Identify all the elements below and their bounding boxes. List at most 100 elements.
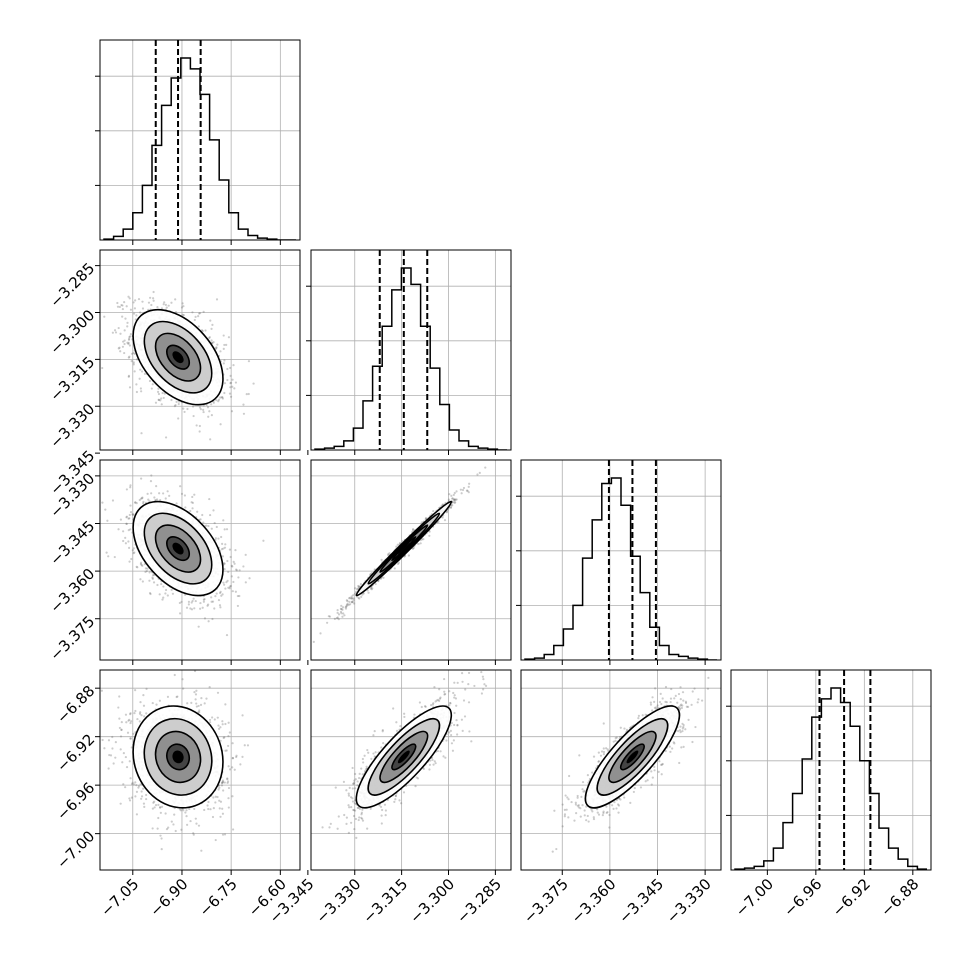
sample-point xyxy=(191,501,194,504)
sample-point xyxy=(138,311,142,314)
sample-point xyxy=(219,815,222,818)
sample-point xyxy=(173,673,176,677)
sample-point xyxy=(136,566,139,569)
sample-point xyxy=(141,580,144,583)
sample-point xyxy=(221,833,225,836)
sample-point xyxy=(126,321,129,324)
sample-point xyxy=(131,513,134,516)
sample-point xyxy=(180,492,184,496)
sample-point xyxy=(175,502,178,505)
y-tick-label: −3.360 xyxy=(46,565,98,617)
sample-point xyxy=(145,793,148,797)
sample-point xyxy=(170,301,173,304)
sample-point xyxy=(371,587,374,590)
sample-point xyxy=(380,558,383,561)
sample-point xyxy=(193,607,196,610)
sample-point xyxy=(144,570,147,573)
sample-point xyxy=(126,341,129,344)
sample-point xyxy=(215,346,218,349)
sample-point xyxy=(242,403,245,406)
sample-point xyxy=(119,802,122,805)
sample-point xyxy=(168,494,171,497)
sample-point xyxy=(226,781,229,785)
sample-point xyxy=(122,340,125,343)
sample-point xyxy=(134,501,137,504)
sample-point xyxy=(346,600,349,603)
sample-point xyxy=(106,519,109,522)
sample-point xyxy=(122,539,125,543)
sample-point xyxy=(244,581,247,584)
grid xyxy=(311,460,511,660)
sample-point xyxy=(143,372,147,375)
sample-point xyxy=(180,306,184,309)
sample-point xyxy=(356,587,359,590)
sample-point xyxy=(215,298,219,301)
sample-point xyxy=(128,517,131,520)
sample-point xyxy=(207,415,210,418)
sample-point xyxy=(151,807,154,810)
sample-point xyxy=(191,405,195,408)
sample-point xyxy=(210,600,213,603)
sample-point xyxy=(387,553,390,556)
sample-point xyxy=(127,356,130,359)
sample-point xyxy=(134,299,137,302)
sample-point xyxy=(229,381,233,384)
sample-point xyxy=(121,304,124,307)
sample-point xyxy=(182,809,185,812)
sample-point xyxy=(162,396,165,400)
sample-point xyxy=(231,565,234,568)
sample-point xyxy=(194,693,198,696)
sample-point xyxy=(445,511,448,514)
sample-point xyxy=(167,304,170,307)
sample-point xyxy=(125,522,128,525)
sample-point xyxy=(139,701,142,704)
contour-line xyxy=(154,524,202,573)
sample-point xyxy=(214,795,217,798)
sample-point xyxy=(206,604,209,607)
sample-point xyxy=(203,617,207,620)
sample-point xyxy=(227,336,231,339)
sample-point xyxy=(221,779,225,782)
sample-point xyxy=(116,305,120,308)
sample-point xyxy=(135,502,138,505)
sample-point xyxy=(181,302,184,305)
sample-point xyxy=(187,603,190,606)
sample-point xyxy=(216,795,219,799)
sample-point xyxy=(205,524,208,527)
sample-point xyxy=(118,305,121,309)
sample-point xyxy=(230,410,234,413)
sample-point xyxy=(198,424,201,428)
sample-point xyxy=(228,587,231,590)
sample-point xyxy=(186,407,189,411)
sample-point xyxy=(451,504,454,507)
sample-point xyxy=(350,600,354,603)
sample-point xyxy=(219,606,222,609)
sample-point xyxy=(175,400,178,403)
sample-point xyxy=(141,300,144,303)
sample-point xyxy=(160,582,163,586)
sample-point xyxy=(198,406,202,409)
contour-line xyxy=(166,344,191,370)
sample-point xyxy=(336,616,339,619)
sample-point xyxy=(101,501,104,504)
sample-point xyxy=(167,826,170,829)
contour-line xyxy=(154,332,202,382)
sample-point xyxy=(129,486,132,489)
sample-point xyxy=(202,598,205,601)
sample-point xyxy=(217,537,220,540)
sample-point xyxy=(181,313,184,316)
sample-point xyxy=(360,595,363,598)
sample-point xyxy=(262,539,265,542)
sample-point xyxy=(129,713,132,716)
sample-point xyxy=(361,593,364,596)
sample-point xyxy=(103,747,106,750)
sample-point xyxy=(227,735,230,738)
sample-point xyxy=(200,329,204,332)
sample-point xyxy=(227,744,230,748)
sample-point xyxy=(143,563,146,566)
sample-point xyxy=(484,466,487,469)
sample-point xyxy=(221,542,224,545)
contour-line xyxy=(367,512,441,585)
sample-point xyxy=(118,346,121,349)
sample-point xyxy=(148,591,152,595)
